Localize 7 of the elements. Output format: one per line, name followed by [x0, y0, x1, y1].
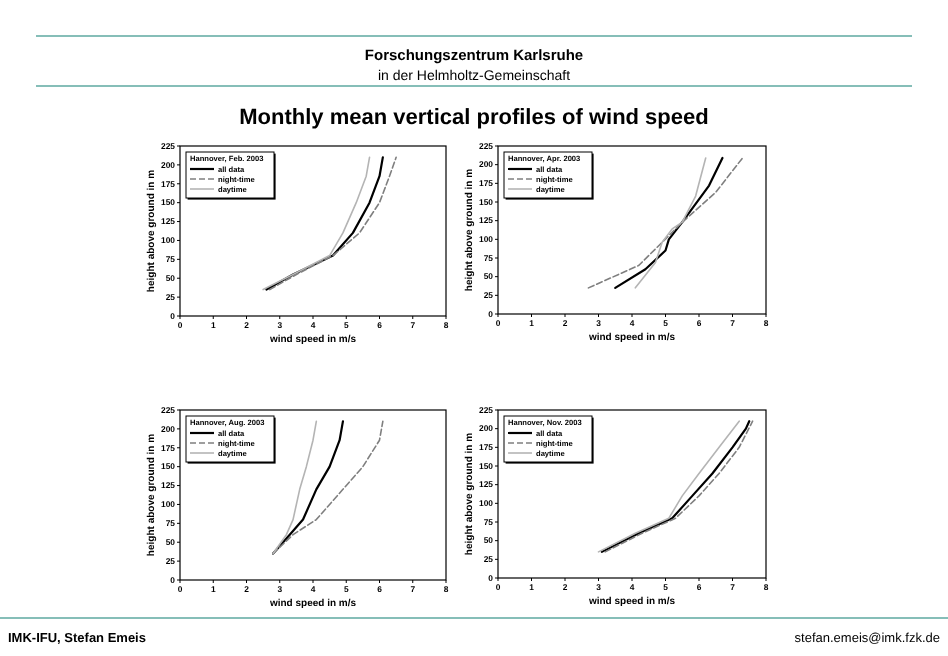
line-series: [587, 157, 744, 289]
line-series: [272, 420, 318, 555]
line-series: [614, 156, 724, 289]
line-series: [272, 420, 384, 555]
line-series: [272, 420, 345, 555]
line-series: [634, 157, 707, 289]
chart-title: Monthly mean vertical profiles of wind speed: [239, 106, 709, 130]
